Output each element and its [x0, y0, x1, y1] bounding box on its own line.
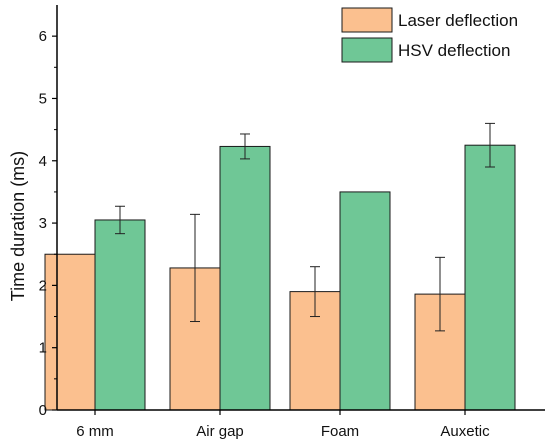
y-tick-label: 0 [39, 402, 47, 419]
bar-hsv [464, 144, 516, 411]
y-axis-title: Time duration (ms) [8, 151, 28, 301]
x-tick-label: Auxetic [440, 423, 490, 440]
x-tick-label: Air gap [196, 423, 244, 440]
x-tick-label: Foam [321, 423, 359, 440]
y-tick-label: 6 [39, 28, 47, 45]
legend-label: Laser deflection [398, 11, 518, 30]
x-tick-label: 6 mm [76, 423, 114, 440]
legend-swatch [341, 7, 393, 33]
y-tick-label: 5 [39, 90, 47, 107]
bar-hsv [339, 191, 391, 411]
y-tick-label: 2 [39, 277, 47, 294]
bar-hsv [94, 219, 146, 411]
bar-laser [44, 253, 96, 411]
legend-label: HSV deflection [398, 41, 510, 60]
y-tick-label: 1 [39, 340, 47, 357]
y-tick-label: 3 [39, 215, 47, 232]
legend-swatch [341, 37, 393, 63]
bar-hsv [219, 145, 271, 411]
y-tick-label: 4 [39, 153, 47, 170]
